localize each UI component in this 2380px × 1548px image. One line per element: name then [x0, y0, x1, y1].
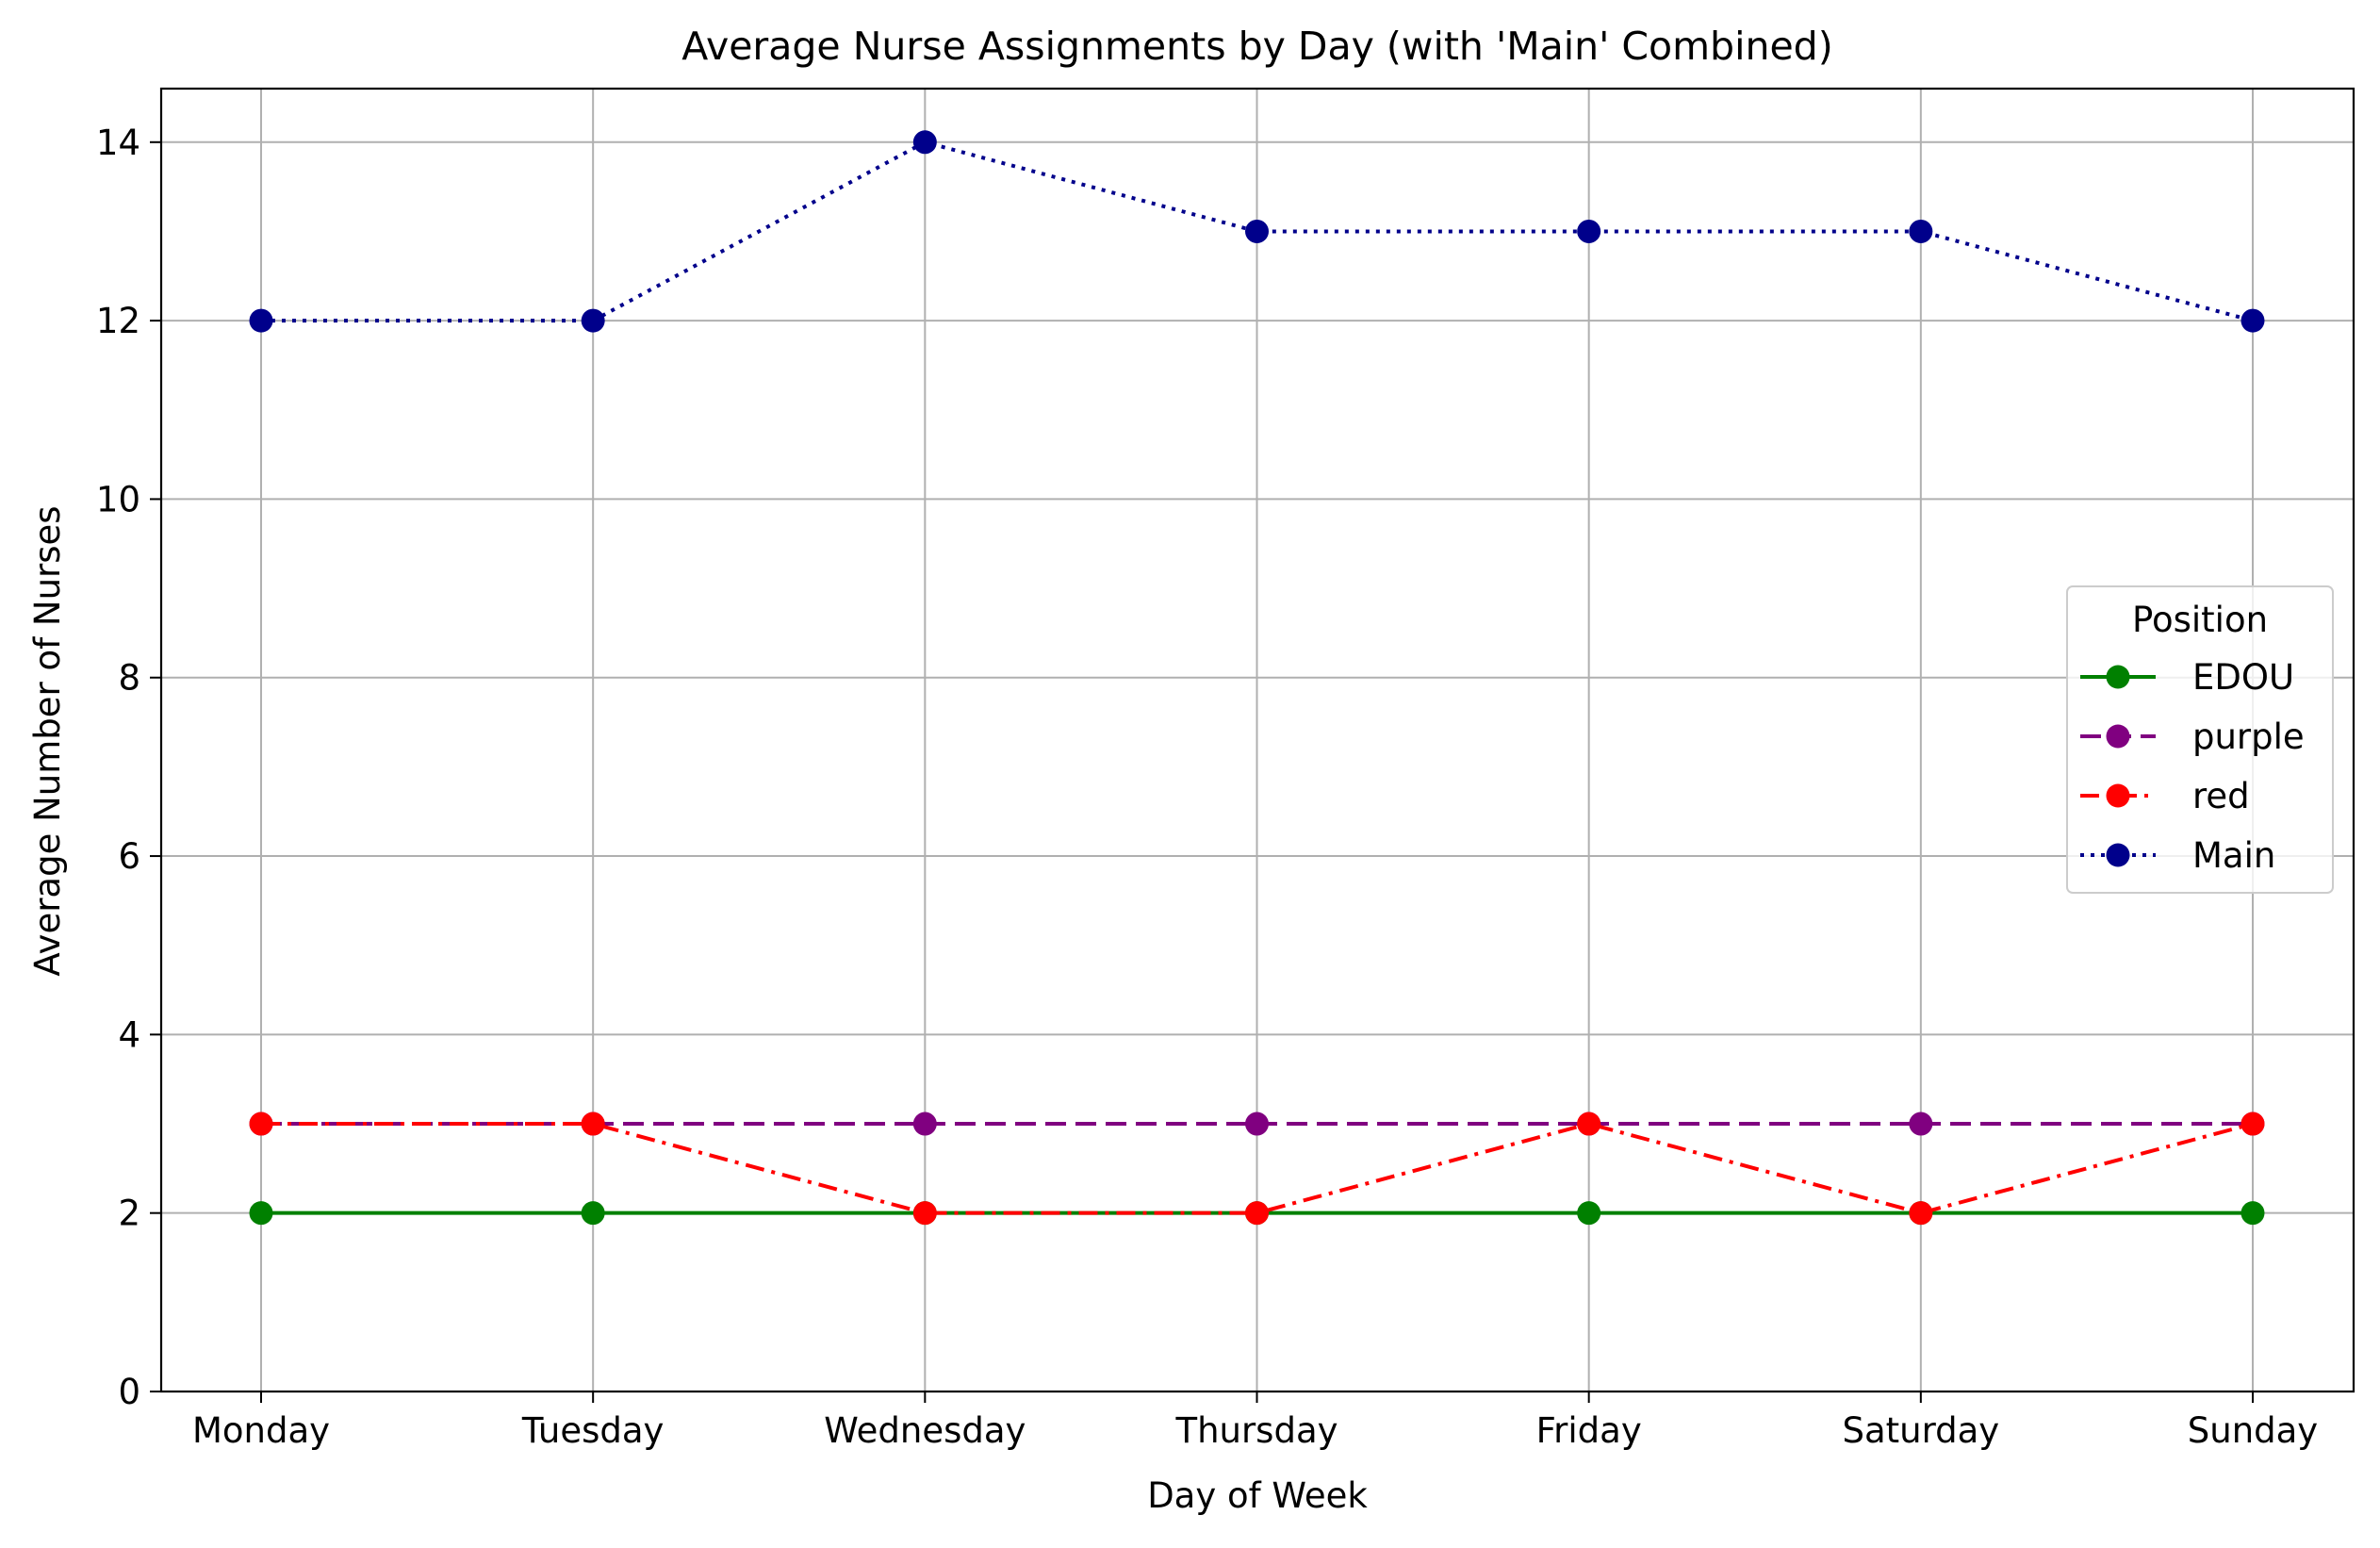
data-point-red [912, 1201, 937, 1226]
series-layer [249, 130, 2265, 1226]
legend-entry-edou: EDOU [2080, 657, 2294, 698]
data-point-red [581, 1112, 605, 1136]
data-point-edou [2240, 1201, 2265, 1226]
legend-entry-purple: purple [2080, 716, 2305, 757]
series-main [249, 130, 2265, 333]
legend-entry-red: red [2080, 776, 2250, 816]
data-point-edou [249, 1201, 273, 1226]
data-point-main [1577, 219, 1601, 243]
y-tick-label: 4 [118, 1014, 140, 1055]
data-point-red [1909, 1201, 1933, 1226]
legend-title: Position [2132, 600, 2268, 640]
x-tick-label: Wednesday [824, 1410, 1026, 1451]
x-tick-label: Saturday [1842, 1410, 1999, 1451]
data-point-main [912, 130, 937, 155]
data-point-purple [1909, 1112, 1933, 1136]
x-axis-label: Day of Week [1147, 1475, 1368, 1516]
legend-label: purple [2192, 716, 2305, 757]
legend-entries: EDOU purple red Main [2080, 657, 2305, 876]
tick-layer: Monday Tuesday Wednesday Thursday Friday Satu… [96, 123, 2318, 1451]
data-point-red [2240, 1112, 2265, 1136]
y-axis-label: Average Number of Nurses [27, 505, 68, 976]
x-tick-label: Thursday [1174, 1410, 1338, 1451]
y-tick-label: 0 [118, 1372, 140, 1412]
data-point-main [581, 308, 605, 333]
x-tick-label: Sunday [2188, 1410, 2318, 1451]
chart-title: Average Nurse Assignments by Day (with '… [681, 24, 1832, 69]
y-tick-label: 10 [96, 479, 140, 519]
legend-label: Main [2192, 835, 2275, 876]
series-red [249, 1112, 2265, 1226]
y-tick-label: 14 [96, 123, 140, 163]
legend-marker [2106, 724, 2130, 749]
legend-marker [2106, 843, 2130, 867]
y-tick-label: 8 [118, 658, 140, 699]
data-point-main [1909, 219, 1933, 243]
data-point-red [1245, 1201, 1269, 1226]
legend: Position EDOU purple red Main [2066, 585, 2334, 894]
data-point-red [1577, 1112, 1601, 1136]
x-tick-label: Friday [1536, 1410, 1642, 1451]
data-point-main [249, 308, 273, 333]
x-tick-label: Tuesday [521, 1410, 665, 1451]
y-tick-label: 6 [118, 836, 140, 877]
data-point-purple [912, 1112, 937, 1136]
data-point-main [2240, 308, 2265, 333]
legend-label: EDOU [2192, 657, 2294, 698]
legend-label: red [2192, 776, 2250, 816]
data-point-purple [1245, 1112, 1269, 1136]
legend-marker [2106, 783, 2130, 808]
y-tick-label: 2 [118, 1194, 140, 1234]
grid-layer [161, 89, 2354, 1392]
data-point-red [249, 1112, 273, 1136]
legend-marker [2106, 665, 2130, 689]
data-point-edou [1577, 1201, 1601, 1226]
data-point-main [1245, 219, 1269, 243]
x-tick-label: Monday [192, 1410, 330, 1451]
y-tick-label: 12 [96, 301, 140, 341]
legend-entry-main: Main [2080, 835, 2275, 876]
data-point-edou [581, 1201, 605, 1226]
legend-box [2066, 585, 2334, 894]
